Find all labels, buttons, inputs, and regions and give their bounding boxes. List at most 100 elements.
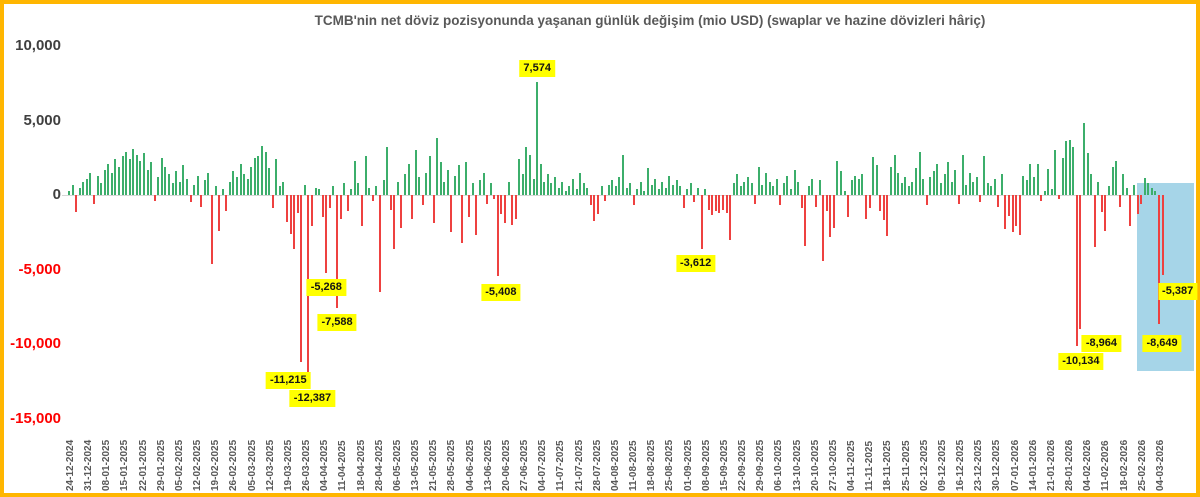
x-axis-tick-label: 19-03-2025	[282, 439, 294, 491]
bar	[1100, 195, 1103, 213]
bar	[682, 195, 685, 209]
bar	[121, 156, 124, 195]
bar	[185, 178, 188, 195]
bar	[321, 195, 324, 218]
bar	[396, 181, 399, 195]
x-axis-tick-label: 28-01-2026	[1064, 439, 1076, 491]
bar	[600, 186, 603, 195]
bar	[207, 172, 210, 195]
bar	[557, 187, 560, 195]
bar	[668, 175, 671, 195]
bar	[143, 153, 146, 195]
bar	[743, 181, 746, 195]
x-axis-tick-label: 25-08-2025	[664, 439, 676, 491]
bar	[922, 178, 925, 195]
bar	[525, 147, 528, 195]
bar	[718, 195, 721, 213]
bar	[443, 181, 446, 195]
bar	[307, 195, 310, 380]
bar	[1090, 174, 1093, 195]
bar	[235, 177, 238, 195]
bar	[450, 195, 453, 233]
x-axis-tick-label: 13-10-2025	[791, 439, 803, 491]
bar	[775, 178, 778, 195]
bar	[457, 165, 460, 195]
bar	[900, 183, 903, 195]
bar	[814, 195, 817, 207]
bar	[382, 180, 385, 195]
x-axis-tick-label: 28-04-2025	[373, 439, 385, 491]
bar	[907, 186, 910, 195]
bar	[400, 195, 403, 228]
bar	[782, 183, 785, 195]
x-axis-tick-label: 15-01-2025	[119, 439, 131, 491]
bar	[150, 162, 153, 195]
x-axis-tick-label: 16-12-2025	[955, 439, 967, 491]
x-axis-tick-label: 05-02-2025	[173, 439, 185, 491]
x-axis-tick-label: 21-01-2026	[1045, 439, 1057, 491]
bar	[546, 174, 549, 195]
bar	[239, 163, 242, 195]
bar	[689, 183, 692, 195]
bar	[1093, 195, 1096, 248]
x-axis-tick-label: 31-12-2024	[83, 439, 95, 491]
x-axis-tick-label: 04-06-2025	[464, 439, 476, 491]
x-axis-tick-label: 29-09-2025	[755, 439, 767, 491]
bar	[500, 195, 503, 215]
bar	[132, 148, 135, 195]
bar	[1000, 174, 1003, 195]
bar	[936, 163, 939, 195]
bar	[118, 166, 121, 195]
data-label: -8,964	[1081, 334, 1122, 352]
bar	[1111, 166, 1114, 195]
bar	[225, 195, 228, 212]
bar	[1097, 181, 1100, 195]
data-label: -5,408	[481, 283, 521, 301]
bar	[1125, 188, 1128, 195]
x-axis-tick-label: 28-05-2025	[446, 439, 458, 491]
bar	[286, 195, 288, 222]
bar	[589, 195, 592, 206]
bar	[1086, 153, 1089, 195]
bar	[943, 174, 946, 195]
bar	[754, 195, 757, 204]
bar	[818, 180, 821, 195]
bar	[175, 171, 178, 195]
bar	[475, 195, 478, 236]
bar	[832, 195, 835, 228]
bar	[114, 159, 117, 195]
bar	[432, 195, 435, 224]
bar	[596, 195, 599, 215]
bar	[940, 183, 943, 195]
x-axis-tick-label: 18-04-2025	[355, 439, 367, 491]
bar	[893, 154, 896, 195]
bar	[85, 178, 88, 195]
bar	[550, 183, 553, 195]
bar	[915, 168, 918, 195]
bar	[532, 178, 535, 195]
bar	[625, 187, 628, 195]
bar	[375, 186, 378, 195]
x-axis-tick-label: 11-02-2026	[1100, 440, 1112, 491]
bar	[260, 145, 263, 195]
bar	[518, 159, 521, 195]
x-axis-tick-label: 01-09-2025	[682, 439, 694, 491]
bar	[618, 177, 621, 195]
bar	[1018, 195, 1021, 236]
bar	[293, 195, 296, 249]
bar	[75, 195, 78, 213]
y-axis-tick-label: 0	[52, 186, 61, 203]
bar	[168, 174, 171, 195]
x-axis-tick-label: 14-01-2026	[1027, 439, 1039, 491]
bar	[865, 195, 867, 219]
bar	[100, 183, 103, 195]
bar	[950, 181, 953, 195]
x-axis-tick-label: 22-09-2025	[737, 439, 749, 491]
bar	[1011, 195, 1014, 233]
bar	[128, 159, 131, 195]
bar	[646, 168, 649, 195]
bar	[314, 187, 317, 195]
bar	[428, 156, 431, 195]
bar	[1075, 195, 1078, 346]
bar	[110, 172, 113, 195]
